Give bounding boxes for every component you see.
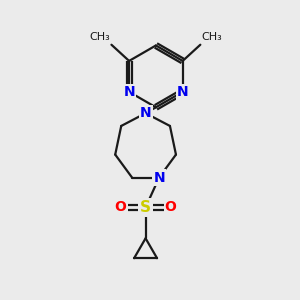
Text: N: N	[123, 85, 135, 99]
Text: O: O	[165, 200, 176, 214]
Text: N: N	[153, 171, 165, 184]
Text: O: O	[115, 200, 127, 214]
Text: CH₃: CH₃	[89, 32, 110, 42]
Text: S: S	[140, 200, 151, 215]
Text: N: N	[140, 106, 152, 120]
Text: CH₃: CH₃	[202, 32, 223, 42]
Text: N: N	[177, 85, 188, 99]
